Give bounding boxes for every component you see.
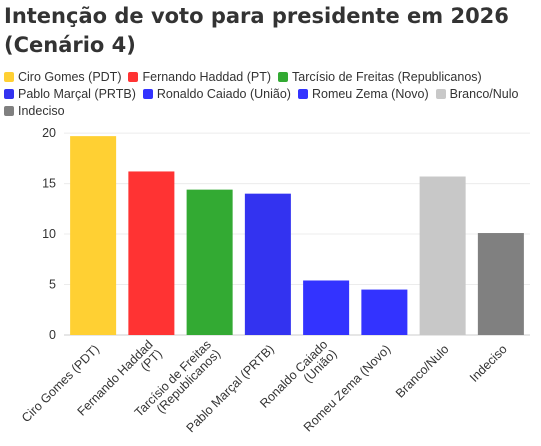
legend-item[interactable]: Indeciso bbox=[4, 104, 65, 118]
legend-row: Indeciso bbox=[4, 102, 539, 119]
y-tick-label: 15 bbox=[42, 177, 56, 191]
legend-item[interactable]: Ciro Gomes (PDT) bbox=[4, 70, 121, 84]
legend-item[interactable]: Pablo Marçal (PRTB) bbox=[4, 87, 136, 101]
chart-title-line-1: Intenção de voto para presidente em 2026 bbox=[4, 4, 509, 28]
legend-swatch bbox=[435, 88, 446, 99]
legend-label: Pablo Marçal (PRTB) bbox=[18, 86, 136, 101]
legend-label: Ronaldo Caiado (União) bbox=[156, 86, 291, 101]
legend-item[interactable]: Branco/Nulo bbox=[435, 86, 519, 101]
legend-item[interactable]: Fernando Haddad (PT) bbox=[128, 70, 271, 84]
y-tick-label: 20 bbox=[42, 126, 56, 140]
legend-row: Pablo Marçal (PRTB) Ronaldo Caiado (União… bbox=[4, 85, 539, 102]
legend-item[interactable]: Ronaldo Caiado (União) bbox=[142, 86, 291, 101]
legend-swatch bbox=[4, 71, 14, 82]
legend-swatch bbox=[4, 88, 14, 99]
legend-swatch bbox=[278, 71, 289, 82]
bar bbox=[361, 289, 408, 335]
bar bbox=[70, 136, 117, 335]
legend-label: Ciro Gomes (PDT) bbox=[18, 69, 122, 84]
legend-row: Ciro Gomes (PDT) Fernando Haddad (PT) Tarc… bbox=[4, 68, 539, 85]
y-tick-label: 5 bbox=[49, 278, 56, 292]
legend-swatch bbox=[142, 88, 153, 99]
legend-item[interactable]: Tarcísio de Freitas (Republicanos) bbox=[278, 70, 482, 84]
legend-item[interactable]: Romeu Zema (Novo) bbox=[297, 86, 429, 101]
bar bbox=[477, 233, 524, 335]
bar bbox=[128, 171, 175, 335]
bar bbox=[186, 189, 233, 335]
legend-label: Fernando Haddad (PT) bbox=[142, 69, 272, 84]
legend-swatch bbox=[128, 71, 139, 82]
legend-label: Indeciso bbox=[18, 103, 65, 118]
chart-title: Intenção de voto para presidente em 2026… bbox=[4, 2, 534, 60]
chart-legend: Ciro Gomes (PDT) Fernando Haddad (PT) Tarc… bbox=[4, 68, 539, 119]
bar bbox=[419, 176, 466, 335]
legend-label: Romeu Zema (Novo) bbox=[311, 86, 429, 101]
legend-label: Tarcísio de Freitas (Republicanos) bbox=[292, 69, 482, 84]
y-tick-label: 0 bbox=[49, 328, 56, 342]
chart-title-line-2: (Cenário 4) bbox=[4, 33, 136, 57]
legend-swatch bbox=[4, 105, 14, 116]
x-tick-label: Indeciso bbox=[467, 342, 510, 385]
x-tick-label: Branco/Nulo bbox=[393, 342, 452, 401]
legend-swatch bbox=[297, 88, 308, 99]
bar bbox=[303, 280, 350, 335]
legend-label: Branco/Nulo bbox=[449, 86, 519, 101]
x-tick-label-line: Indeciso bbox=[467, 342, 510, 385]
y-tick-label: 10 bbox=[42, 227, 56, 241]
x-tick-label-line: Branco/Nulo bbox=[393, 342, 452, 401]
bar bbox=[244, 193, 291, 335]
